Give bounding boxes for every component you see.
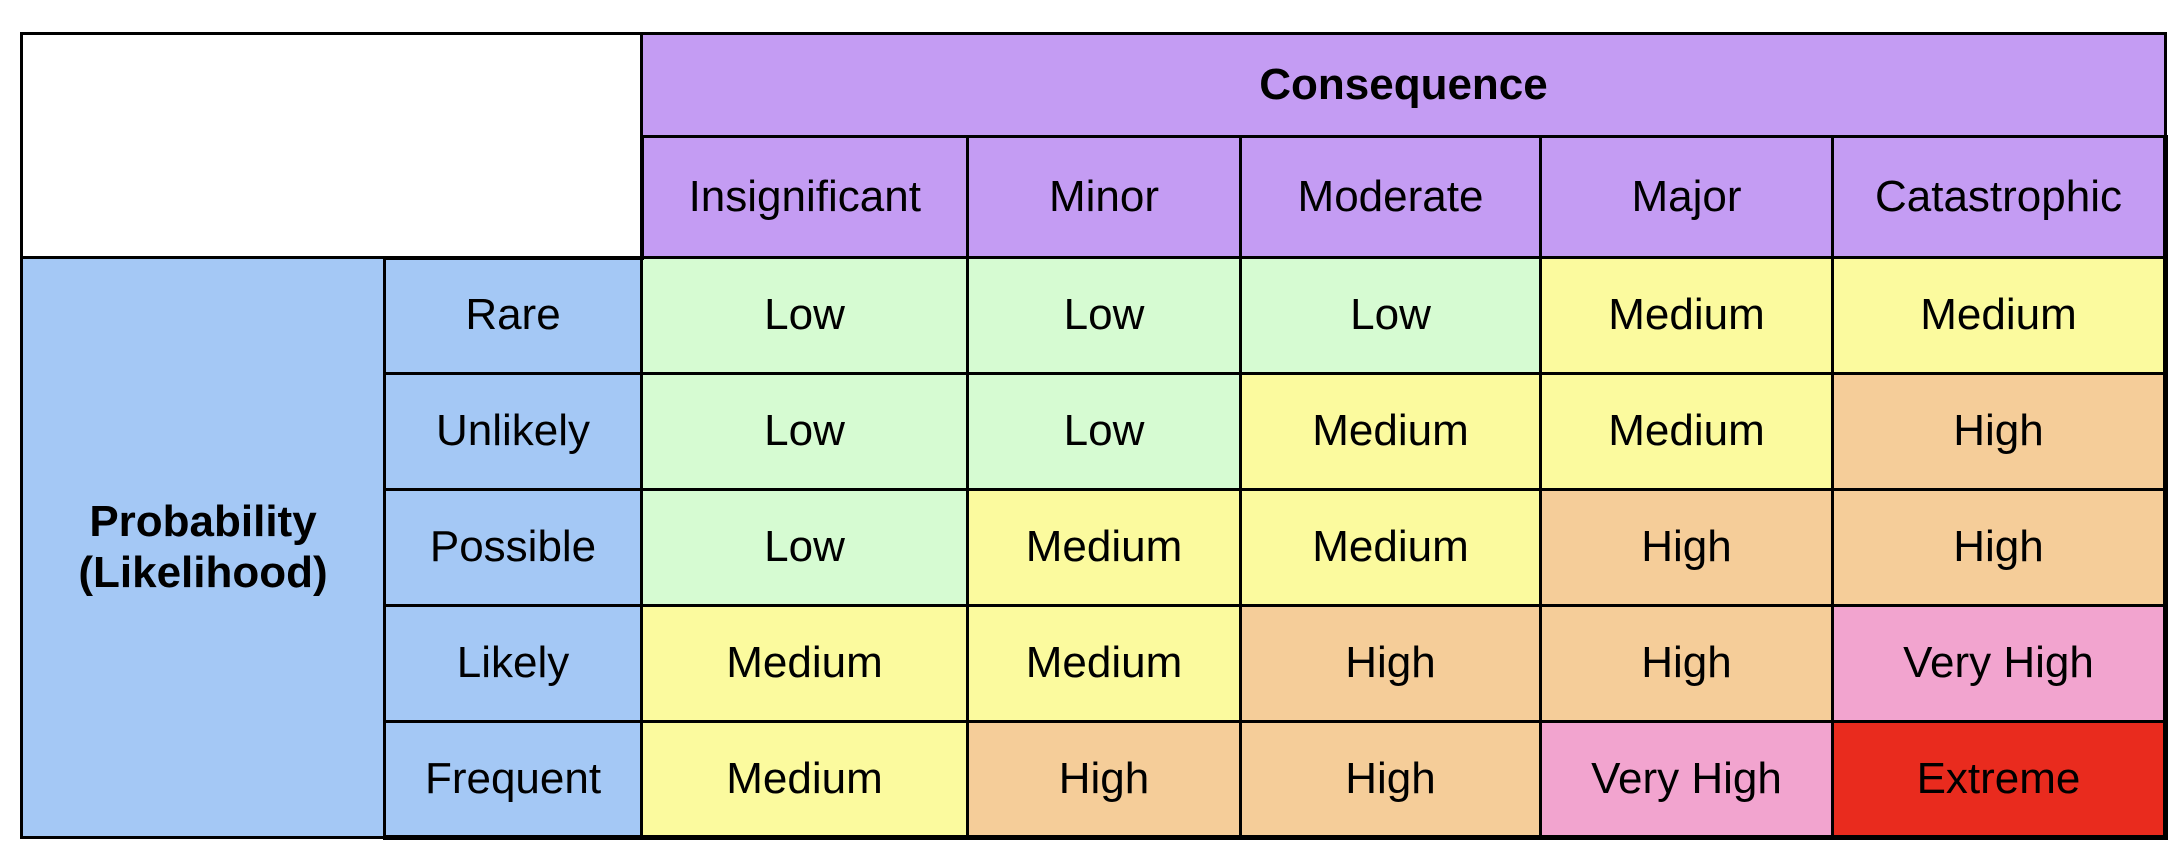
row-label-unlikely: Unlikely — [383, 372, 643, 491]
risk-matrix-table: Consequence Insignificant Minor Moderate… — [20, 32, 2168, 840]
risk-cell-unlikely-catastrophic: High — [1831, 372, 2168, 491]
blank-corner — [20, 32, 643, 259]
consequence-axis-label: Consequence — [640, 32, 2167, 138]
risk-cell-possible-moderate: Medium — [1239, 488, 1542, 607]
row-label-frequent: Frequent — [383, 720, 643, 840]
risk-cell-likely-catastrophic: Very High — [1831, 604, 2168, 723]
col-header-major: Major — [1539, 135, 1834, 259]
risk-cell-unlikely-moderate: Medium — [1239, 372, 1542, 491]
risk-cell-rare-minor: Low — [966, 256, 1242, 375]
row-label-possible: Possible — [383, 488, 643, 607]
risk-cell-possible-major: High — [1539, 488, 1834, 607]
risk-cell-unlikely-insignificant: Low — [640, 372, 969, 491]
risk-cell-possible-catastrophic: High — [1831, 488, 2168, 607]
risk-cell-likely-major: High — [1539, 604, 1834, 723]
risk-cell-rare-major: Medium — [1539, 256, 1834, 375]
risk-cell-likely-minor: Medium — [966, 604, 1242, 723]
col-header-minor: Minor — [966, 135, 1242, 259]
risk-cell-frequent-insignificant: Medium — [640, 720, 969, 840]
risk-cell-likely-moderate: High — [1239, 604, 1542, 723]
risk-cell-rare-insignificant: Low — [640, 256, 969, 375]
row-label-rare: Rare — [383, 255, 643, 375]
risk-cell-rare-moderate: Low — [1239, 256, 1542, 375]
col-header-catastrophic: Catastrophic — [1831, 135, 2168, 259]
risk-cell-unlikely-minor: Low — [966, 372, 1242, 491]
risk-cell-frequent-moderate: High — [1239, 720, 1542, 840]
risk-cell-likely-insignificant: Medium — [640, 604, 969, 723]
risk-cell-rare-catastrophic: Medium — [1831, 256, 2168, 375]
risk-cell-frequent-minor: High — [966, 720, 1242, 840]
risk-cell-possible-insignificant: Low — [640, 488, 969, 607]
row-label-likely: Likely — [383, 604, 643, 723]
risk-cell-frequent-catastrophic: Extreme — [1831, 720, 2168, 840]
risk-cell-unlikely-major: Medium — [1539, 372, 1834, 491]
risk-cell-possible-minor: Medium — [966, 488, 1242, 607]
probability-axis-label: Probability (Likelihood) — [20, 256, 386, 839]
col-header-insignificant: Insignificant — [639, 135, 969, 259]
risk-cell-frequent-major: Very High — [1539, 720, 1834, 840]
col-header-moderate: Moderate — [1239, 135, 1542, 259]
